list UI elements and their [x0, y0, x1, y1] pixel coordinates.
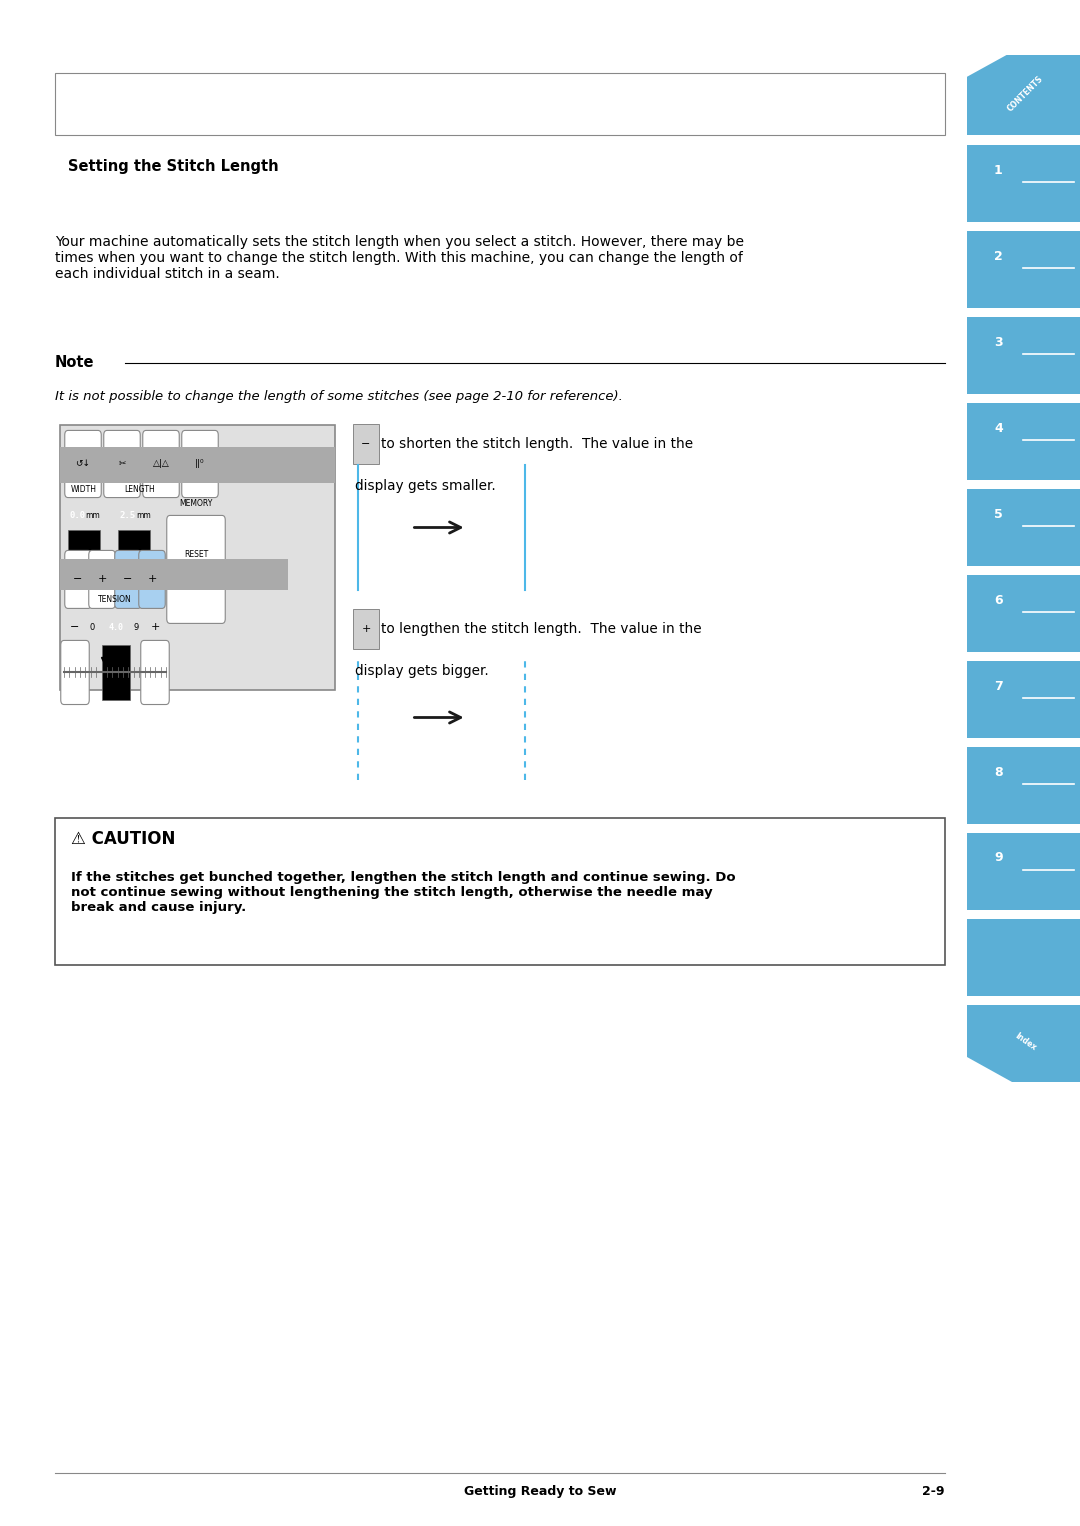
Text: 7: 7	[994, 679, 1002, 693]
FancyBboxPatch shape	[166, 516, 226, 578]
Text: mm: mm	[137, 511, 151, 519]
Text: TENSION: TENSION	[98, 595, 132, 604]
Bar	[967, 916, 1080, 996]
Bar	[967, 485, 1080, 566]
Text: MEMORY: MEMORY	[179, 499, 213, 508]
Bar	[967, 830, 1080, 909]
FancyBboxPatch shape	[138, 551, 165, 609]
Text: −: −	[73, 574, 83, 584]
FancyBboxPatch shape	[89, 551, 116, 609]
Text: ||⁰: ||⁰	[195, 459, 205, 468]
Text: mm: mm	[85, 511, 100, 519]
Text: ↺↓: ↺↓	[76, 459, 91, 468]
Bar	[967, 224, 1080, 230]
Bar	[967, 742, 1080, 748]
Bar	[967, 139, 1080, 145]
Text: RESET: RESET	[184, 549, 208, 559]
FancyBboxPatch shape	[143, 430, 179, 497]
Text: +: +	[147, 574, 157, 584]
Bar	[967, 142, 1080, 221]
Text: It is not possible to change the length of some stitches (see page 2-10 for refe: It is not possible to change the length …	[55, 391, 623, 403]
FancyBboxPatch shape	[114, 551, 141, 609]
Text: 9: 9	[133, 623, 138, 632]
Text: display gets bigger.: display gets bigger.	[355, 664, 489, 678]
FancyBboxPatch shape	[65, 430, 102, 497]
FancyBboxPatch shape	[140, 641, 170, 705]
Bar	[967, 913, 1080, 919]
Text: +: +	[97, 574, 107, 584]
Bar	[55, 818, 945, 964]
Text: 0.0: 0.0	[70, 511, 86, 519]
FancyBboxPatch shape	[68, 530, 100, 575]
Text: 2-9: 2-9	[922, 1485, 945, 1499]
Bar	[967, 227, 1080, 308]
Text: +: +	[150, 623, 160, 632]
FancyBboxPatch shape	[104, 430, 140, 497]
Text: LENGTH: LENGTH	[124, 485, 156, 494]
Text: to shorten the stitch length.  The value in the: to shorten the stitch length. The value …	[381, 436, 693, 450]
FancyBboxPatch shape	[102, 645, 130, 700]
Text: 1: 1	[994, 163, 1002, 177]
Text: to lengthen the stitch length.  The value in the: to lengthen the stitch length. The value…	[381, 621, 702, 636]
Bar	[967, 52, 1080, 134]
Text: 3: 3	[994, 336, 1002, 348]
FancyBboxPatch shape	[353, 609, 379, 649]
Text: 5: 5	[994, 508, 1002, 520]
Text: 0: 0	[90, 623, 95, 632]
FancyBboxPatch shape	[166, 566, 226, 624]
Bar	[967, 827, 1080, 833]
FancyBboxPatch shape	[353, 424, 379, 464]
Text: 8: 8	[994, 766, 1002, 778]
Text: Your machine automatically sets the stitch length when you select a stitch. Howe: Your machine automatically sets the stit…	[55, 235, 744, 281]
Bar	[60, 559, 288, 589]
Bar	[60, 447, 335, 482]
Polygon shape	[967, 52, 1012, 76]
Text: +: +	[362, 624, 370, 633]
Bar	[967, 314, 1080, 394]
Text: −: −	[123, 574, 133, 584]
FancyBboxPatch shape	[65, 551, 91, 609]
Polygon shape	[967, 1058, 1012, 1082]
Bar	[967, 400, 1080, 481]
FancyBboxPatch shape	[181, 430, 218, 497]
Text: 2: 2	[994, 249, 1002, 262]
Text: ⚠ CAUTION: ⚠ CAUTION	[71, 830, 176, 848]
Text: WIDTH: WIDTH	[71, 485, 97, 494]
Bar	[967, 311, 1080, 317]
Text: △|△: △|△	[152, 459, 170, 468]
Text: −: −	[362, 439, 370, 449]
FancyBboxPatch shape	[60, 641, 90, 705]
Text: 4: 4	[994, 421, 1002, 435]
Text: Index: Index	[1013, 1032, 1038, 1053]
Text: Getting Ready to Sew: Getting Ready to Sew	[463, 1485, 617, 1499]
FancyBboxPatch shape	[55, 73, 945, 134]
Text: CONTENTS: CONTENTS	[1005, 73, 1045, 113]
Text: If the stitches get bunched together, lengthen the stitch length and continue se: If the stitches get bunched together, le…	[71, 871, 735, 914]
FancyBboxPatch shape	[118, 530, 150, 575]
Text: 4.0: 4.0	[108, 623, 123, 632]
Bar	[60, 426, 335, 690]
Bar	[967, 655, 1080, 661]
Text: 6: 6	[994, 594, 1002, 606]
Bar	[967, 658, 1080, 739]
Text: display gets smaller.: display gets smaller.	[355, 479, 496, 493]
Bar	[967, 484, 1080, 488]
Bar	[967, 49, 1080, 55]
Bar	[967, 1000, 1080, 1006]
Text: 2.5: 2.5	[120, 511, 136, 519]
Text: −: −	[70, 623, 80, 632]
Bar	[967, 572, 1080, 652]
Bar	[967, 745, 1080, 824]
Text: Note: Note	[55, 356, 95, 369]
Text: ✂: ✂	[118, 459, 125, 468]
Text: Setting the Stitch Length: Setting the Stitch Length	[68, 159, 279, 174]
Bar	[967, 397, 1080, 403]
Text: 9: 9	[994, 852, 1002, 865]
Bar	[967, 569, 1080, 575]
Bar	[967, 1003, 1080, 1082]
